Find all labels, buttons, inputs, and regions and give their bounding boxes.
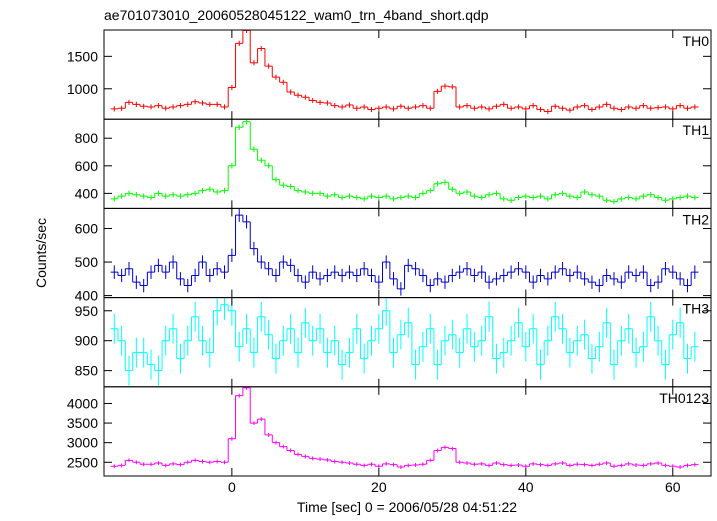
y-tick-label: 900 [75,333,99,349]
y-tick-label: 4000 [67,395,98,411]
y-tick-label: 1500 [67,48,98,64]
panel-label: TH0123 [659,390,709,406]
x-tick-label: 60 [665,479,681,495]
y-tick-label: 2500 [67,454,98,470]
y-tick-label: 3500 [67,415,98,431]
x-axis-label: Time [sec] 0 = 2006/05/28 04:51:22 [297,499,517,515]
panel-frame [103,29,712,120]
y-tick-label: 500 [75,254,99,270]
x-tick-label: 40 [518,479,534,495]
x-tick-label: 20 [371,479,387,495]
panel-frame [103,386,712,477]
y-tick-label: 850 [75,363,99,379]
y-axis-label: Counts/sec [33,218,49,288]
panel-label: TH0 [683,33,710,49]
y-tick-label: 400 [75,185,99,201]
panel-label: TH3 [683,301,710,317]
panel-frame [103,207,712,299]
panel-label: TH1 [683,122,710,138]
y-tick-label: 400 [75,288,99,304]
panel-label: TH2 [683,211,710,227]
y-tick-label: 600 [75,158,99,174]
y-tick-label: 600 [75,221,99,237]
x-tick-label: 0 [228,479,236,495]
y-tick-label: 3000 [67,435,98,451]
y-tick-label: 1000 [67,81,98,97]
y-tick-label: 800 [75,130,99,146]
chart-title: ae701073010_20060528045122_wam0_trn_4ban… [104,7,489,23]
y-tick-label: 950 [75,303,99,319]
